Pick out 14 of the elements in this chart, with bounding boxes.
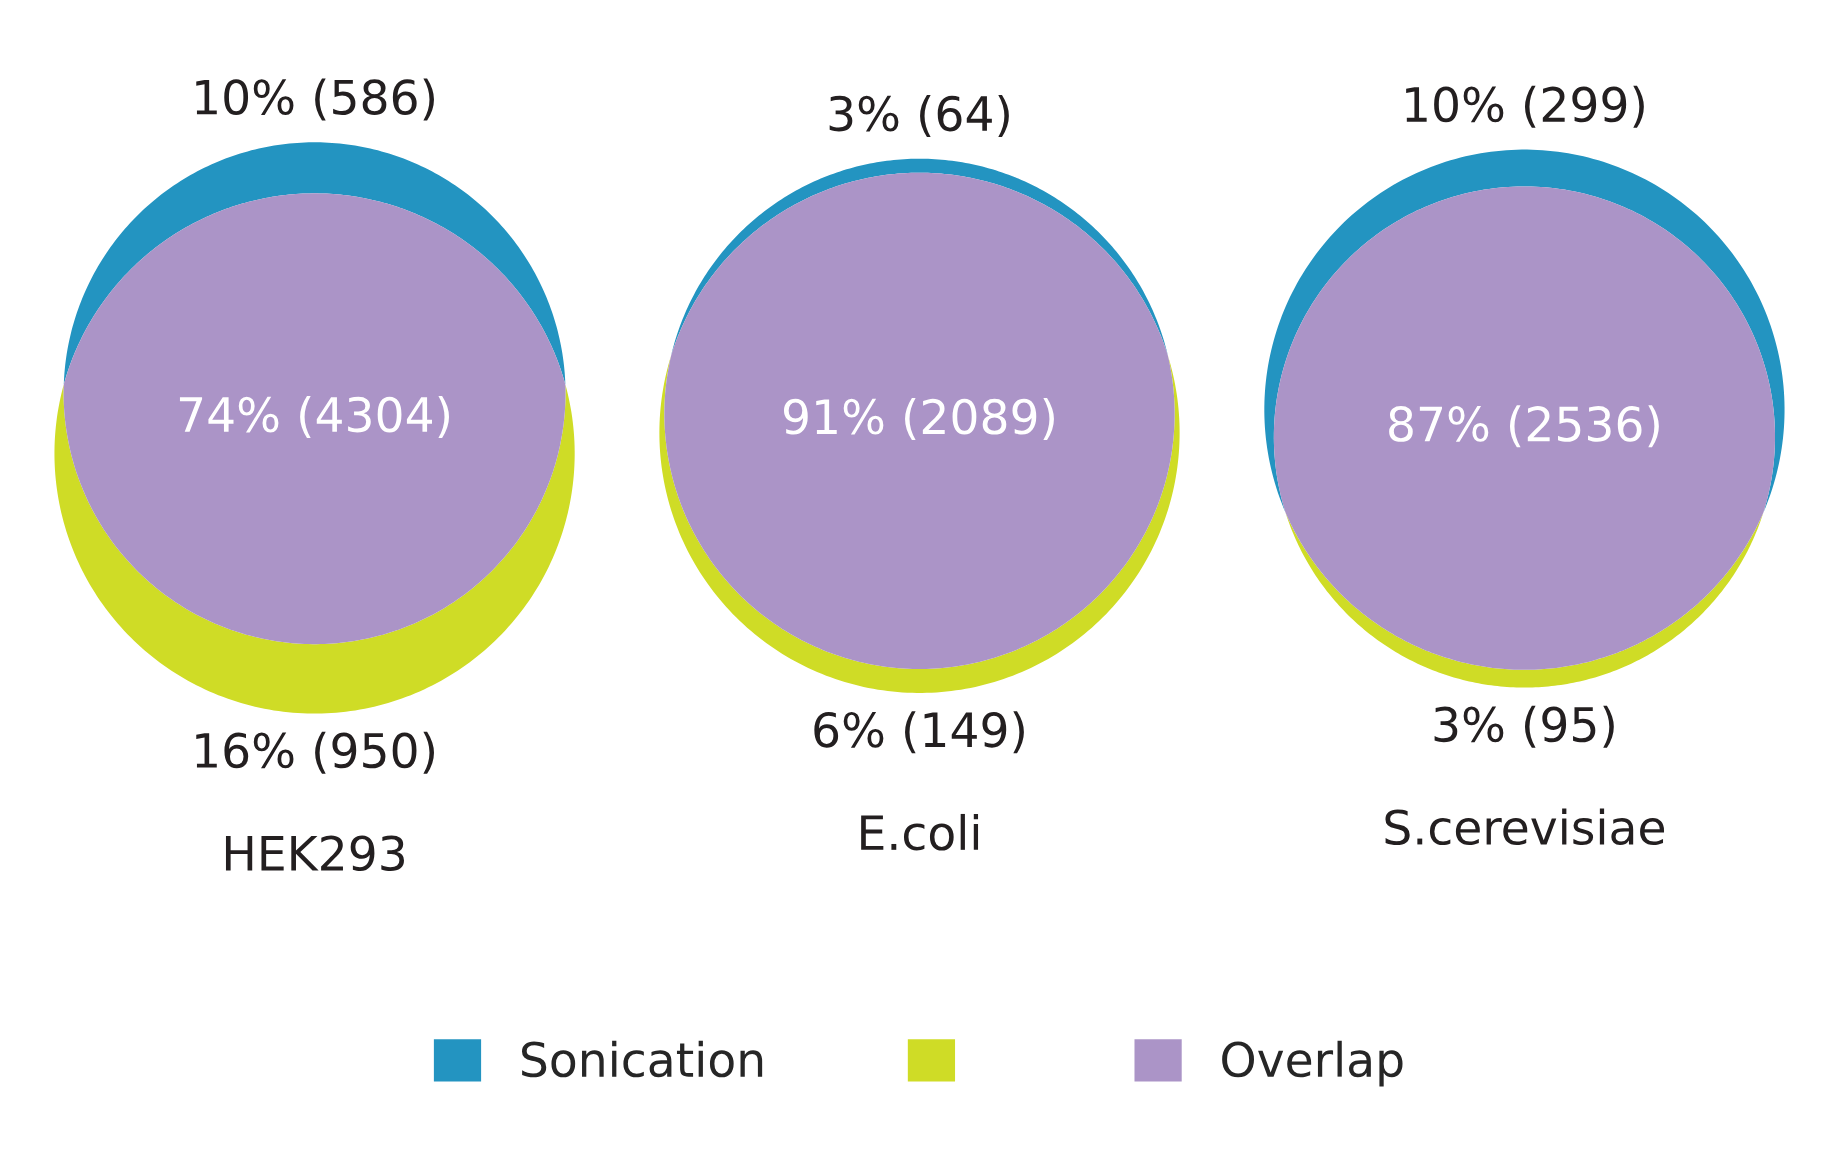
data-label: 16% (950) — [196, 731, 434, 774]
data-label: 3% (64) — [829, 94, 1009, 137]
data-label: 6% (149) — [814, 711, 1024, 754]
category-label: HEK293 — [225, 835, 404, 872]
data-label: 91% (2089) — [783, 398, 1054, 441]
legend-label: Sonication — [522, 1040, 763, 1078]
legend-label: Overlap — [1222, 1040, 1403, 1087]
data-label: 10% (299) — [1406, 85, 1644, 128]
data-label: 74% (4304) — [179, 395, 449, 439]
data-label: 3% (95) — [1434, 705, 1614, 748]
category-label: S.cerevisiae — [1385, 808, 1665, 846]
category-label: E.coli — [861, 813, 979, 851]
data-label: 87% (2536) — [1389, 405, 1659, 448]
data-label: 10% (586) — [196, 78, 434, 121]
